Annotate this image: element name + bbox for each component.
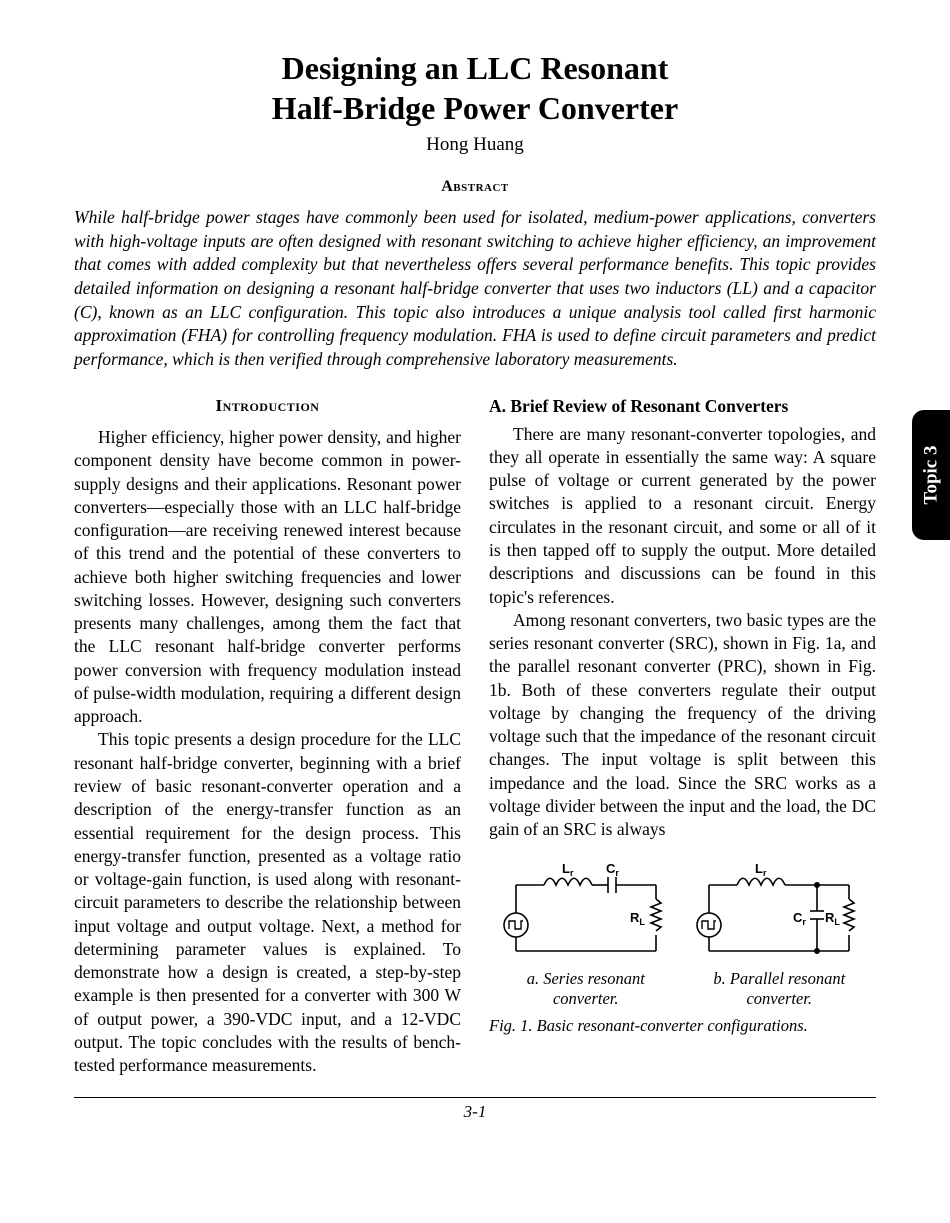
intro-paragraph-1: Higher efficiency, higher power density,… xyxy=(74,426,461,728)
subsection-a-heading: A. Brief Review of Resonant Converters xyxy=(489,395,876,418)
sub-a-paragraph-2: Among resonant converters, two basic typ… xyxy=(489,609,876,842)
page-number: 3-1 xyxy=(74,1102,876,1122)
right-column: A. Brief Review of Resonant Converters T… xyxy=(489,395,876,1077)
side-tab-topic: Topic 3 xyxy=(912,410,950,540)
side-tab-label: Topic 3 xyxy=(920,446,942,505)
two-column-body: Introduction Higher efficiency, higher p… xyxy=(74,395,876,1077)
svg-text:Cr: Cr xyxy=(606,861,619,878)
page: Designing an LLC Resonant Half-Bridge Po… xyxy=(0,0,950,1223)
svg-text:Lr: Lr xyxy=(755,861,767,878)
abstract-body: While half-bridge power stages have comm… xyxy=(74,206,876,371)
title-line-2: Half-Bridge Power Converter xyxy=(272,90,678,126)
document-title: Designing an LLC Resonant Half-Bridge Po… xyxy=(74,48,876,128)
circuit-diagram-src: Lr Cr RL xyxy=(496,855,676,965)
figure-1b-caption: b. Parallel resonant converter. xyxy=(686,969,872,1009)
footer-rule xyxy=(74,1097,876,1098)
svg-text:RL: RL xyxy=(825,910,840,927)
svg-text:Lr: Lr xyxy=(562,861,574,878)
svg-text:Cr: Cr xyxy=(793,910,806,927)
author-name: Hong Huang xyxy=(74,134,876,156)
intro-paragraph-2: This topic presents a design procedure f… xyxy=(74,728,461,1077)
svg-text:RL: RL xyxy=(630,910,645,927)
figure-1b: Lr Cr RL b. Parallel resonant converter. xyxy=(686,855,872,1009)
circuit-diagram-prc: Lr Cr RL xyxy=(689,855,869,965)
figure-1a-caption: a. Series resonant converter. xyxy=(493,969,679,1009)
sub-a-paragraph-1: There are many resonant-converter topolo… xyxy=(489,423,876,609)
figure-1-caption: Fig. 1. Basic resonant-converter configu… xyxy=(489,1015,876,1037)
figure-1-row: Lr Cr RL a. Series resonant converter. xyxy=(489,855,876,1009)
title-line-1: Designing an LLC Resonant xyxy=(282,50,669,86)
figure-1a: Lr Cr RL a. Series resonant converter. xyxy=(493,855,679,1009)
abstract-heading: Abstract xyxy=(74,178,876,196)
left-column: Introduction Higher efficiency, higher p… xyxy=(74,395,461,1077)
introduction-heading: Introduction xyxy=(74,395,461,418)
